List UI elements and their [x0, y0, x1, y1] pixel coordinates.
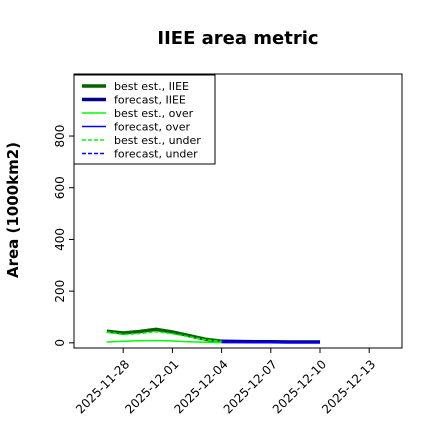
plot-frame — [73, 73, 403, 349]
legend-label: best est., IIEE — [114, 80, 189, 93]
legend-label: forecast, under — [114, 148, 198, 161]
chart-title: IIEE area metric — [157, 28, 318, 49]
y-tick-label: 800 — [53, 125, 67, 148]
legend-label: forecast, IIEE — [114, 94, 186, 107]
series-line-4 — [106, 330, 222, 343]
y-tick-label: 600 — [53, 176, 67, 199]
legend-label: best est., over — [114, 107, 194, 120]
y-tick-label: 400 — [53, 228, 67, 251]
series-line-2 — [106, 339, 222, 344]
y-tick-label: 0 — [53, 339, 67, 347]
legend-label: forecast, over — [114, 121, 190, 134]
series-line-5 — [221, 340, 320, 344]
legend-box — [73, 74, 216, 165]
legend-label: best est., under — [114, 134, 201, 147]
y-tick-label: 200 — [53, 280, 67, 303]
y-axis-label: Area (1000km2) — [4, 142, 22, 278]
series-group — [106, 327, 320, 344]
